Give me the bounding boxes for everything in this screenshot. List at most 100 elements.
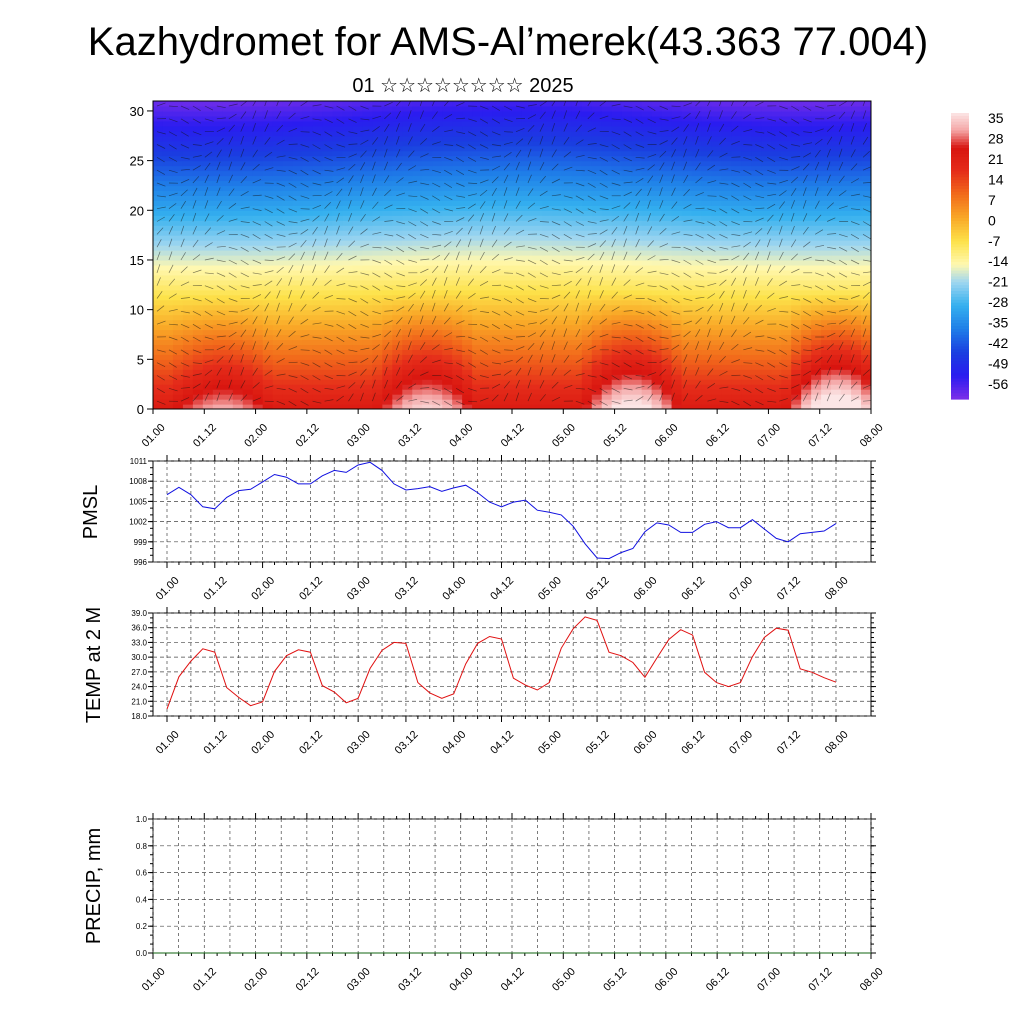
field-cell (452, 339, 463, 346)
field-cell (781, 210, 792, 216)
field-cell (541, 130, 553, 137)
field-cell (212, 110, 224, 117)
field-cell (831, 364, 842, 370)
field-cell (591, 195, 603, 201)
field-cell (372, 404, 383, 409)
field-cell (392, 259, 403, 266)
field-cell (771, 240, 782, 246)
field-cell (222, 101, 234, 107)
field-cell (531, 269, 543, 276)
field-cell (611, 264, 623, 271)
field-cell (831, 215, 842, 221)
field-cell (671, 110, 683, 117)
field-cell (751, 140, 762, 147)
field-cell (591, 269, 603, 276)
field-cell (322, 225, 334, 231)
field-cell (162, 344, 174, 350)
field-cell (681, 200, 693, 206)
field-cell (601, 329, 613, 336)
field-cell (791, 269, 802, 276)
field-cell (182, 190, 194, 196)
field-cell (312, 369, 324, 375)
field-cell (272, 210, 284, 216)
field-cell (492, 264, 503, 271)
field-cell (412, 120, 423, 127)
field-cell (561, 220, 573, 226)
field-cell (771, 314, 782, 321)
field-cell (312, 319, 324, 326)
field-cell (192, 369, 204, 375)
field-cell (721, 349, 732, 355)
field-cell (452, 354, 463, 360)
field-cell (422, 399, 433, 405)
field-cell (372, 220, 383, 226)
field-cell (232, 294, 244, 301)
wind-barb (396, 110, 401, 119)
field-cell (322, 394, 334, 400)
field-cell (551, 334, 563, 341)
field-cell (771, 180, 782, 187)
field-cell (861, 374, 871, 380)
field-cell (472, 205, 483, 211)
field-cell (611, 160, 623, 167)
field-cell (591, 264, 603, 271)
field-cell (681, 230, 693, 236)
wind-barb (300, 182, 309, 188)
field-cell (422, 264, 433, 271)
field-cell (731, 314, 742, 321)
wind-barb (276, 266, 284, 274)
field-cell (232, 259, 244, 266)
field-cell (791, 394, 802, 400)
field-cell (432, 369, 443, 375)
field-cell (362, 369, 373, 375)
field-cell (791, 240, 802, 246)
field-cell (422, 379, 433, 385)
field-cell (681, 170, 693, 177)
field-cell (162, 165, 174, 172)
field-cell (352, 205, 364, 211)
field-cell (781, 384, 792, 390)
field-cell (292, 160, 304, 167)
field-cell (252, 284, 264, 291)
wind-barb (312, 226, 318, 235)
field-cell (492, 379, 503, 385)
field-cell (352, 200, 364, 206)
field-cell (521, 205, 533, 211)
field-cell (671, 155, 683, 162)
field-cell (601, 274, 613, 281)
field-cell (671, 185, 683, 192)
field-cell (781, 120, 792, 127)
field-cell (571, 115, 583, 122)
field-cell (571, 170, 583, 177)
field-cell (352, 324, 364, 331)
field-cell (402, 329, 413, 336)
field-cell (571, 255, 583, 261)
wind-barb (156, 305, 165, 312)
field-cell (492, 259, 503, 266)
field-cell (322, 190, 334, 196)
field-cell (322, 105, 334, 112)
field-cell (462, 284, 473, 291)
field-cell (521, 319, 533, 326)
field-cell (631, 404, 643, 409)
field-cell (571, 155, 583, 162)
field-cell (691, 235, 703, 241)
field-cell (222, 225, 234, 231)
field-cell (681, 319, 693, 326)
field-cell (192, 170, 204, 177)
field-cell (721, 130, 732, 137)
field-cell (821, 101, 832, 107)
field-cell (472, 384, 483, 390)
field-cell (302, 259, 314, 266)
field-cell (512, 319, 523, 326)
field-cell (781, 150, 792, 157)
field-cell (252, 324, 264, 331)
field-cell (771, 215, 782, 221)
field-cell (551, 180, 563, 187)
field-cell (162, 175, 174, 182)
field-cell (781, 359, 792, 365)
field-cell (601, 294, 613, 301)
field-cell (771, 319, 782, 326)
field-cell (252, 125, 264, 132)
field-cell (581, 399, 593, 405)
